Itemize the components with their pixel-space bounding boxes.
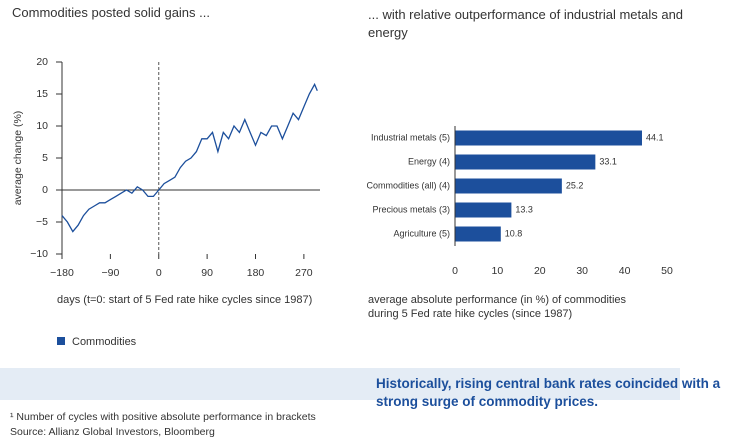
bar xyxy=(455,178,562,194)
legend-swatch xyxy=(57,337,65,345)
category-label: Industrial metals (5) xyxy=(371,132,450,142)
category-label: Precious metals (3) xyxy=(372,204,450,214)
x-tick-label: 10 xyxy=(492,265,504,277)
category-label: Commodities (all) (4) xyxy=(366,180,450,190)
y-tick-label: −10 xyxy=(30,248,48,260)
footnote: ¹ Number of cycles with positive absolut… xyxy=(10,411,316,423)
x-tick-label: −180 xyxy=(50,267,74,279)
bar xyxy=(455,154,596,170)
y-tick-label: 15 xyxy=(36,88,48,100)
bar xyxy=(455,226,501,242)
x-tick-label: 0 xyxy=(156,267,162,279)
x-tick-label: −90 xyxy=(101,267,119,279)
x-tick-label: 270 xyxy=(295,267,313,279)
category-label: Agriculture (5) xyxy=(393,228,450,238)
y-tick-label: 10 xyxy=(36,120,48,132)
chart-title: ... with relative outperformance of indu… xyxy=(368,7,684,40)
chart-title: Commodities posted solid gains ... xyxy=(12,5,210,20)
x-tick-label: 50 xyxy=(661,265,673,277)
x-axis-label: average absolute performance (in %) of c… xyxy=(368,294,627,320)
legend-label: Commodities xyxy=(72,336,137,348)
line xyxy=(61,82,318,233)
value-label: 13.3 xyxy=(515,204,533,214)
value-label: 10.8 xyxy=(505,228,523,238)
bar xyxy=(455,202,512,218)
x-tick-label: 0 xyxy=(452,265,458,277)
source: Source: Allianz Global Investors, Bloomb… xyxy=(10,426,215,438)
banner-background xyxy=(0,368,680,400)
category-label: Energy (4) xyxy=(408,156,450,166)
x-tick-label: 20 xyxy=(534,265,546,277)
y-tick-label: 0 xyxy=(42,184,48,196)
x-tick-label: 90 xyxy=(201,267,213,279)
banner-text: Historically, rising central bank rates … xyxy=(376,376,721,409)
x-tick-label: 40 xyxy=(619,265,631,277)
y-tick-label: 5 xyxy=(42,152,48,164)
y-tick-label: 20 xyxy=(36,56,48,68)
y-axis-label: average change (%) xyxy=(12,111,24,206)
value-label: 25.2 xyxy=(566,180,584,190)
value-label: 44.1 xyxy=(646,132,664,142)
x-tick-label: 180 xyxy=(247,267,265,279)
x-axis-label: days (t=0: start of 5 Fed rate hike cycl… xyxy=(57,294,313,306)
bar xyxy=(455,130,642,146)
x-tick-label: 30 xyxy=(576,265,588,277)
y-tick-label: −5 xyxy=(36,216,48,228)
value-label: 33.1 xyxy=(599,156,617,166)
